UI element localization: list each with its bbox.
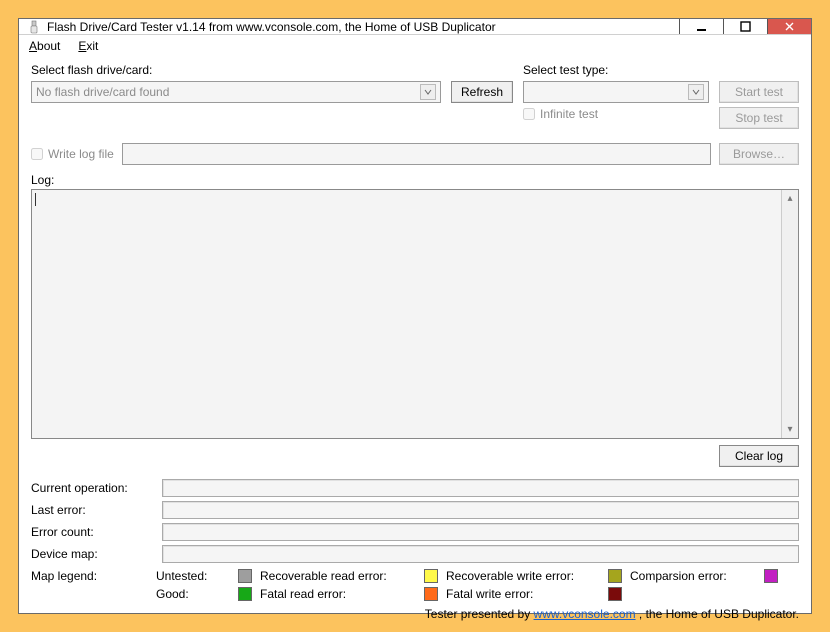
legend-fatal-read-swatch [424, 587, 438, 601]
text-cursor [35, 193, 36, 206]
select-drive-label: Select flash drive/card: [31, 63, 513, 77]
map-legend-label: Map legend: [31, 569, 156, 601]
legend-good-label: Good: [156, 587, 234, 601]
chevron-down-icon [688, 84, 704, 100]
refresh-button[interactable]: Refresh [451, 81, 513, 103]
legend-untested-label: Untested: [156, 569, 234, 583]
log-file-path-input[interactable] [122, 143, 711, 165]
legend-compare-swatch [764, 569, 778, 583]
start-test-button[interactable]: Start test [719, 81, 799, 103]
titlebar: Flash Drive/Card Tester v1.14 from www.v… [19, 19, 811, 35]
write-log-checkbox-input[interactable] [31, 148, 43, 160]
legend-rec-write-swatch [608, 569, 622, 583]
device-map-label: Device map: [31, 547, 156, 561]
legend-untested-swatch [238, 569, 252, 583]
log-label: Log: [31, 173, 799, 187]
footer-suffix: , the Home of USB Duplicator. [639, 607, 799, 621]
legend-rec-read-swatch [424, 569, 438, 583]
infinite-label: Infinite test [540, 107, 598, 121]
error-count-label: Error count: [31, 525, 156, 539]
infinite-checkbox-input[interactable] [523, 108, 535, 120]
legend-fatal-read-label: Fatal read error: [260, 587, 420, 601]
last-error-label: Last error: [31, 503, 156, 517]
current-op-label: Current operation: [31, 481, 156, 495]
window-controls [679, 19, 811, 34]
menu-about[interactable]: About [29, 39, 60, 53]
drive-combo[interactable]: No flash drive/card found [31, 81, 441, 103]
maximize-button[interactable] [723, 19, 767, 34]
legend-rec-write-label: Recoverable write error: [446, 569, 604, 583]
select-test-label: Select test type: [523, 63, 709, 77]
scrollbar[interactable]: ▴ ▾ [781, 190, 798, 438]
content-area: Select flash drive/card: Select test typ… [19, 57, 811, 629]
app-window: Flash Drive/Card Tester v1.14 from www.v… [18, 18, 812, 614]
log-textarea[interactable]: ▴ ▾ [31, 189, 799, 439]
scroll-up-icon[interactable]: ▴ [782, 190, 798, 207]
footer: Tester presented by www.vconsole.com , t… [31, 607, 799, 621]
current-op-field [162, 479, 799, 497]
chevron-down-icon [420, 84, 436, 100]
device-map-field [162, 545, 799, 563]
test-type-combo[interactable] [523, 81, 709, 103]
scroll-down-icon[interactable]: ▾ [782, 421, 798, 438]
stop-test-button[interactable]: Stop test [719, 107, 799, 129]
menu-exit[interactable]: Exit [78, 39, 98, 53]
error-count-field [162, 523, 799, 541]
footer-prefix: Tester presented by [425, 607, 534, 621]
last-error-field [162, 501, 799, 519]
menubar: About Exit [19, 35, 811, 57]
legend-compare-label: Comparsion error: [630, 569, 760, 583]
legend-fatal-write-label: Fatal write error: [446, 587, 604, 601]
write-log-checkbox[interactable]: Write log file [31, 147, 114, 161]
legend-fatal-write-swatch [608, 587, 622, 601]
window-title: Flash Drive/Card Tester v1.14 from www.v… [47, 19, 679, 34]
legend-rec-read-label: Recoverable read error: [260, 569, 420, 583]
usb-icon [27, 20, 41, 34]
close-button[interactable] [767, 19, 811, 34]
clear-log-button[interactable]: Clear log [719, 445, 799, 467]
minimize-button[interactable] [679, 19, 723, 34]
write-log-label: Write log file [48, 147, 114, 161]
legend-good-swatch [238, 587, 252, 601]
infinite-checkbox[interactable]: Infinite test [523, 107, 709, 121]
footer-link[interactable]: www.vconsole.com [534, 607, 636, 621]
legend: Untested: Recoverable read error: Recove… [156, 569, 799, 601]
browse-button[interactable]: Browse… [719, 143, 799, 165]
drive-combo-text: No flash drive/card found [36, 85, 169, 99]
